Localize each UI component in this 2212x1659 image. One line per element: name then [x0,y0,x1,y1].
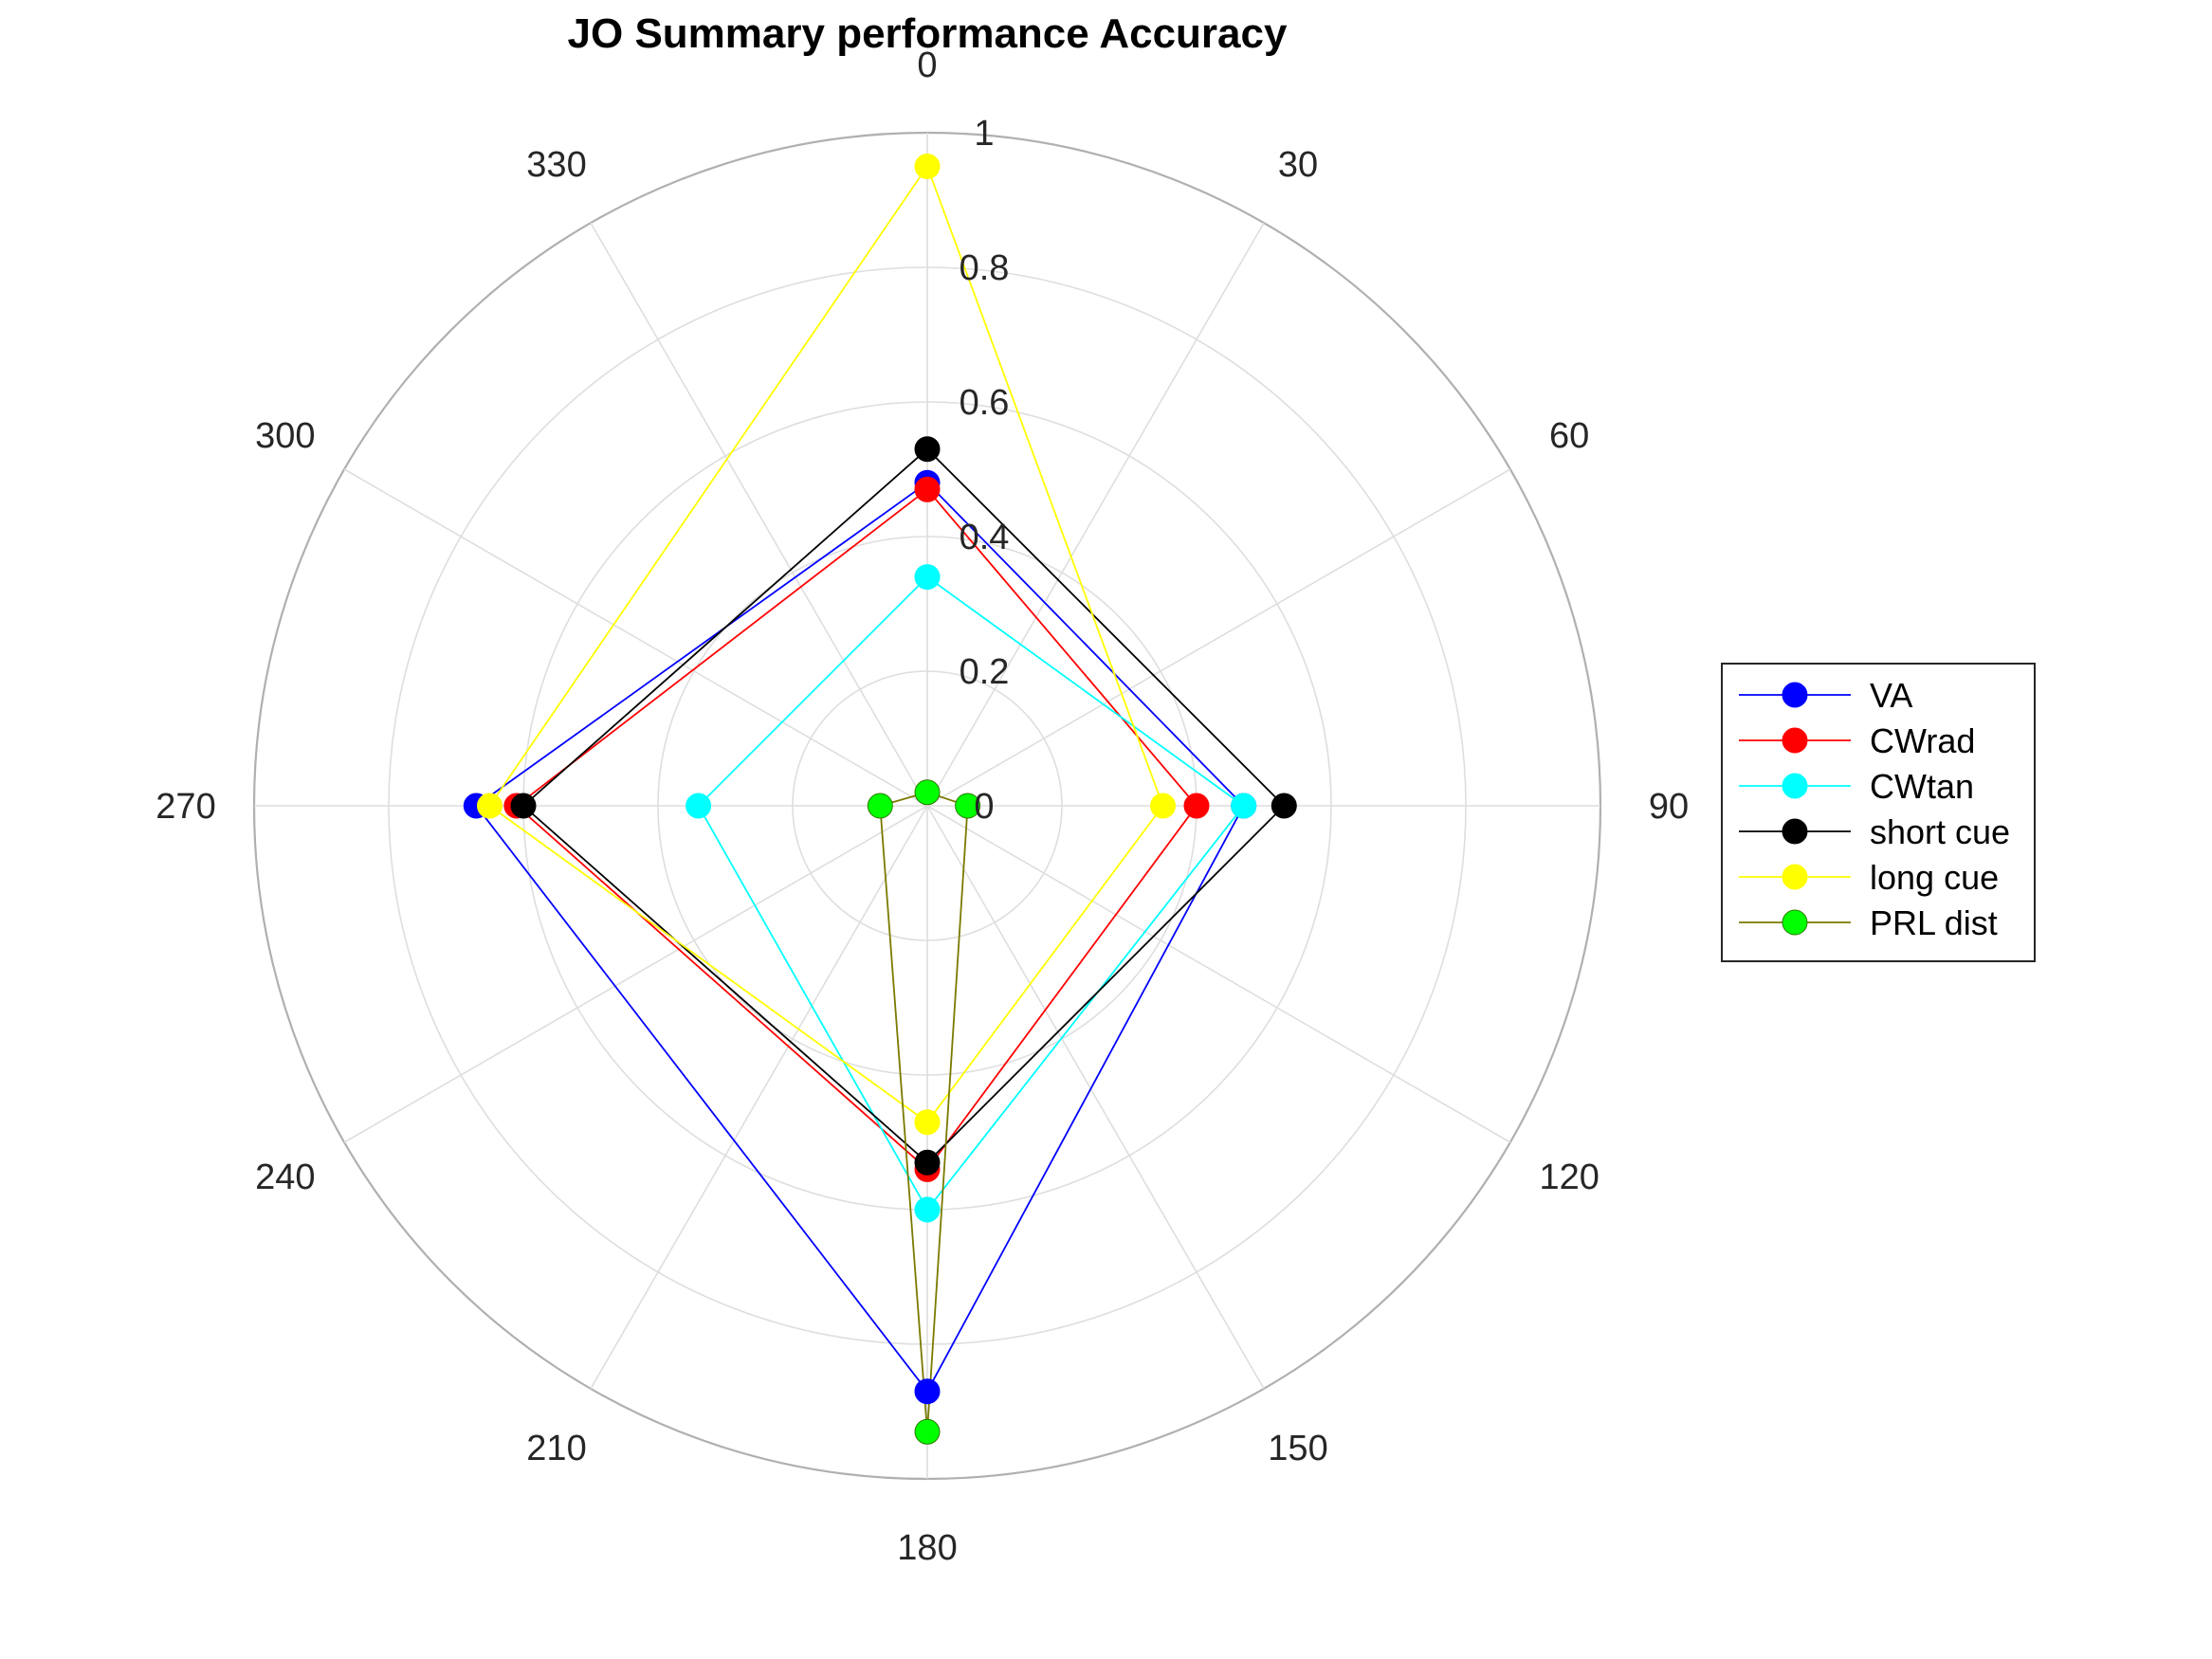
r-tick-label-2: 0.4 [960,518,1010,557]
theta-tick-label-1: 30 [1278,145,1318,185]
legend-marker-3 [1782,818,1808,845]
legend-label-2: CWtan [1870,767,1974,806]
series-point-1-1 [1183,793,1210,819]
theta-tick-label-0: 0 [917,46,937,85]
legend: VA CWrad CWtan short cue long cue PRL dist [1721,663,2036,962]
series-point-1-0 [914,476,941,502]
series-line-4 [488,165,1164,1123]
legend-marker-4 [1782,864,1808,890]
theta-spoke-10 [343,468,928,807]
r-tick-label-0: 0 [974,787,994,827]
theta-tick-label-9: 270 [155,787,215,827]
r-tick-label-3: 0.6 [960,383,1010,423]
series-point-2-3 [686,793,712,819]
theta-tick-label-10: 300 [255,416,315,456]
theta-spoke-2 [926,468,1511,807]
theta-spoke-4 [926,805,1511,1143]
theta-spoke-5 [926,805,1265,1390]
legend-marker-0 [1782,682,1808,708]
series-point-4-1 [1150,793,1176,819]
theta-spoke-1 [926,222,1265,807]
legend-label-5: PRL dist [1870,903,1998,942]
series-point-0-2 [914,1378,941,1405]
r-tick-label-4: 0.8 [960,248,1010,288]
theta-tick-label-6: 180 [897,1528,957,1568]
legend-label-3: short cue [1870,812,2010,851]
theta-tick-label-7: 210 [526,1429,586,1468]
series-layer [463,154,1297,1445]
series-point-3-3 [510,793,537,819]
theta-spoke-11 [590,222,928,807]
legend-label-0: VA [1870,676,1912,715]
chart-title: JO Summary performance Accuracy [568,10,1288,57]
theta-tick-label-2: 60 [1549,416,1589,456]
series-point-5-3 [867,793,893,819]
legend-box [1721,663,2036,962]
series-point-4-0 [914,154,941,179]
theta-tick-label-8: 240 [255,1158,315,1197]
theta-tick-label-11: 330 [526,145,586,185]
series-point-3-2 [914,1149,941,1176]
theta-spoke-8 [343,805,928,1143]
series-point-2-1 [1231,793,1257,819]
series-point-3-1 [1271,793,1297,819]
r-tick-label-1: 0.2 [960,652,1010,692]
legend-marker-5 [1782,909,1808,936]
series-point-3-0 [914,436,941,463]
theta-tick-label-5: 150 [1268,1429,1327,1468]
legend-label-4: long cue [1870,858,1999,897]
theta-tick-label-3: 90 [1649,787,1689,827]
axis-labels: 00.20.40.60.8103060901201501802102402703… [155,46,1689,1568]
legend-marker-2 [1782,773,1808,799]
series-point-2-0 [914,564,941,591]
series-point-5-0 [914,779,941,806]
series-point-5-2 [914,1418,941,1445]
legend-label-1: CWrad [1870,721,1975,760]
theta-tick-label-4: 120 [1539,1158,1599,1197]
polar-grid [252,131,1602,1481]
series-point-4-2 [914,1109,941,1136]
r-tick-label-5: 1 [974,114,994,154]
legend-marker-1 [1782,727,1808,754]
series-point-4-3 [477,793,503,819]
theta-spoke-7 [590,805,928,1390]
series-point-2-2 [914,1196,941,1223]
series-point-5-1 [955,793,981,819]
series-line-0 [475,482,1245,1394]
